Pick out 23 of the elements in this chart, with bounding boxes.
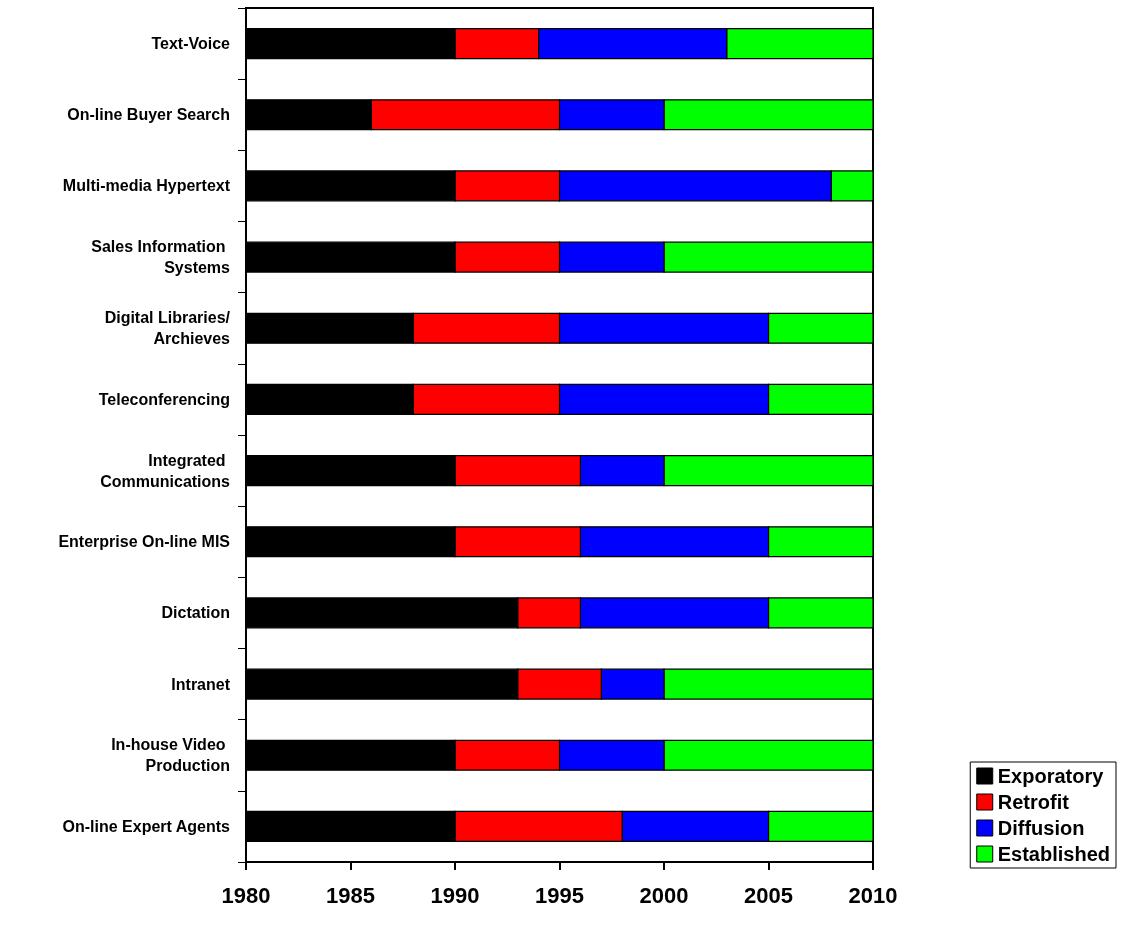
y-tick-label: Digital Libraries/Archieves	[104, 309, 231, 348]
x-tick-label: 1985	[326, 882, 375, 908]
y-tick-label: Enterprise On-line MIS	[58, 533, 231, 551]
y-tick-label: Dictation	[161, 604, 230, 622]
x-tick-label: 2005	[744, 882, 793, 908]
y-tick-label: Sales Information Systems	[91, 238, 231, 277]
legend-label: Retrofit	[997, 791, 1070, 813]
y-tick-label: Multi-media Hypertext	[62, 177, 231, 195]
x-tick-label: 1990	[430, 882, 480, 908]
y-tick-label: In-house Video Production	[111, 736, 230, 775]
x-tick-label: 1995	[535, 882, 584, 908]
legend-label: Diffusion	[997, 817, 1085, 839]
y-tick-label: Teleconferencing	[98, 390, 230, 408]
y-tick-label: On-line Expert Agents	[62, 817, 231, 835]
x-tick-label: 2010	[848, 882, 898, 908]
y-tick-label: Intranet	[171, 675, 231, 693]
x-tick-label: 1980	[221, 882, 271, 908]
legend-label: Exporatory	[997, 765, 1105, 787]
y-tick-label: Text-Voice	[151, 35, 231, 53]
y-tick-label: On-line Buyer Search	[67, 106, 230, 124]
legend-label: Established	[997, 843, 1111, 865]
x-tick-label: 2000	[639, 882, 689, 908]
y-tick-label: Integrated Communications	[100, 451, 231, 490]
